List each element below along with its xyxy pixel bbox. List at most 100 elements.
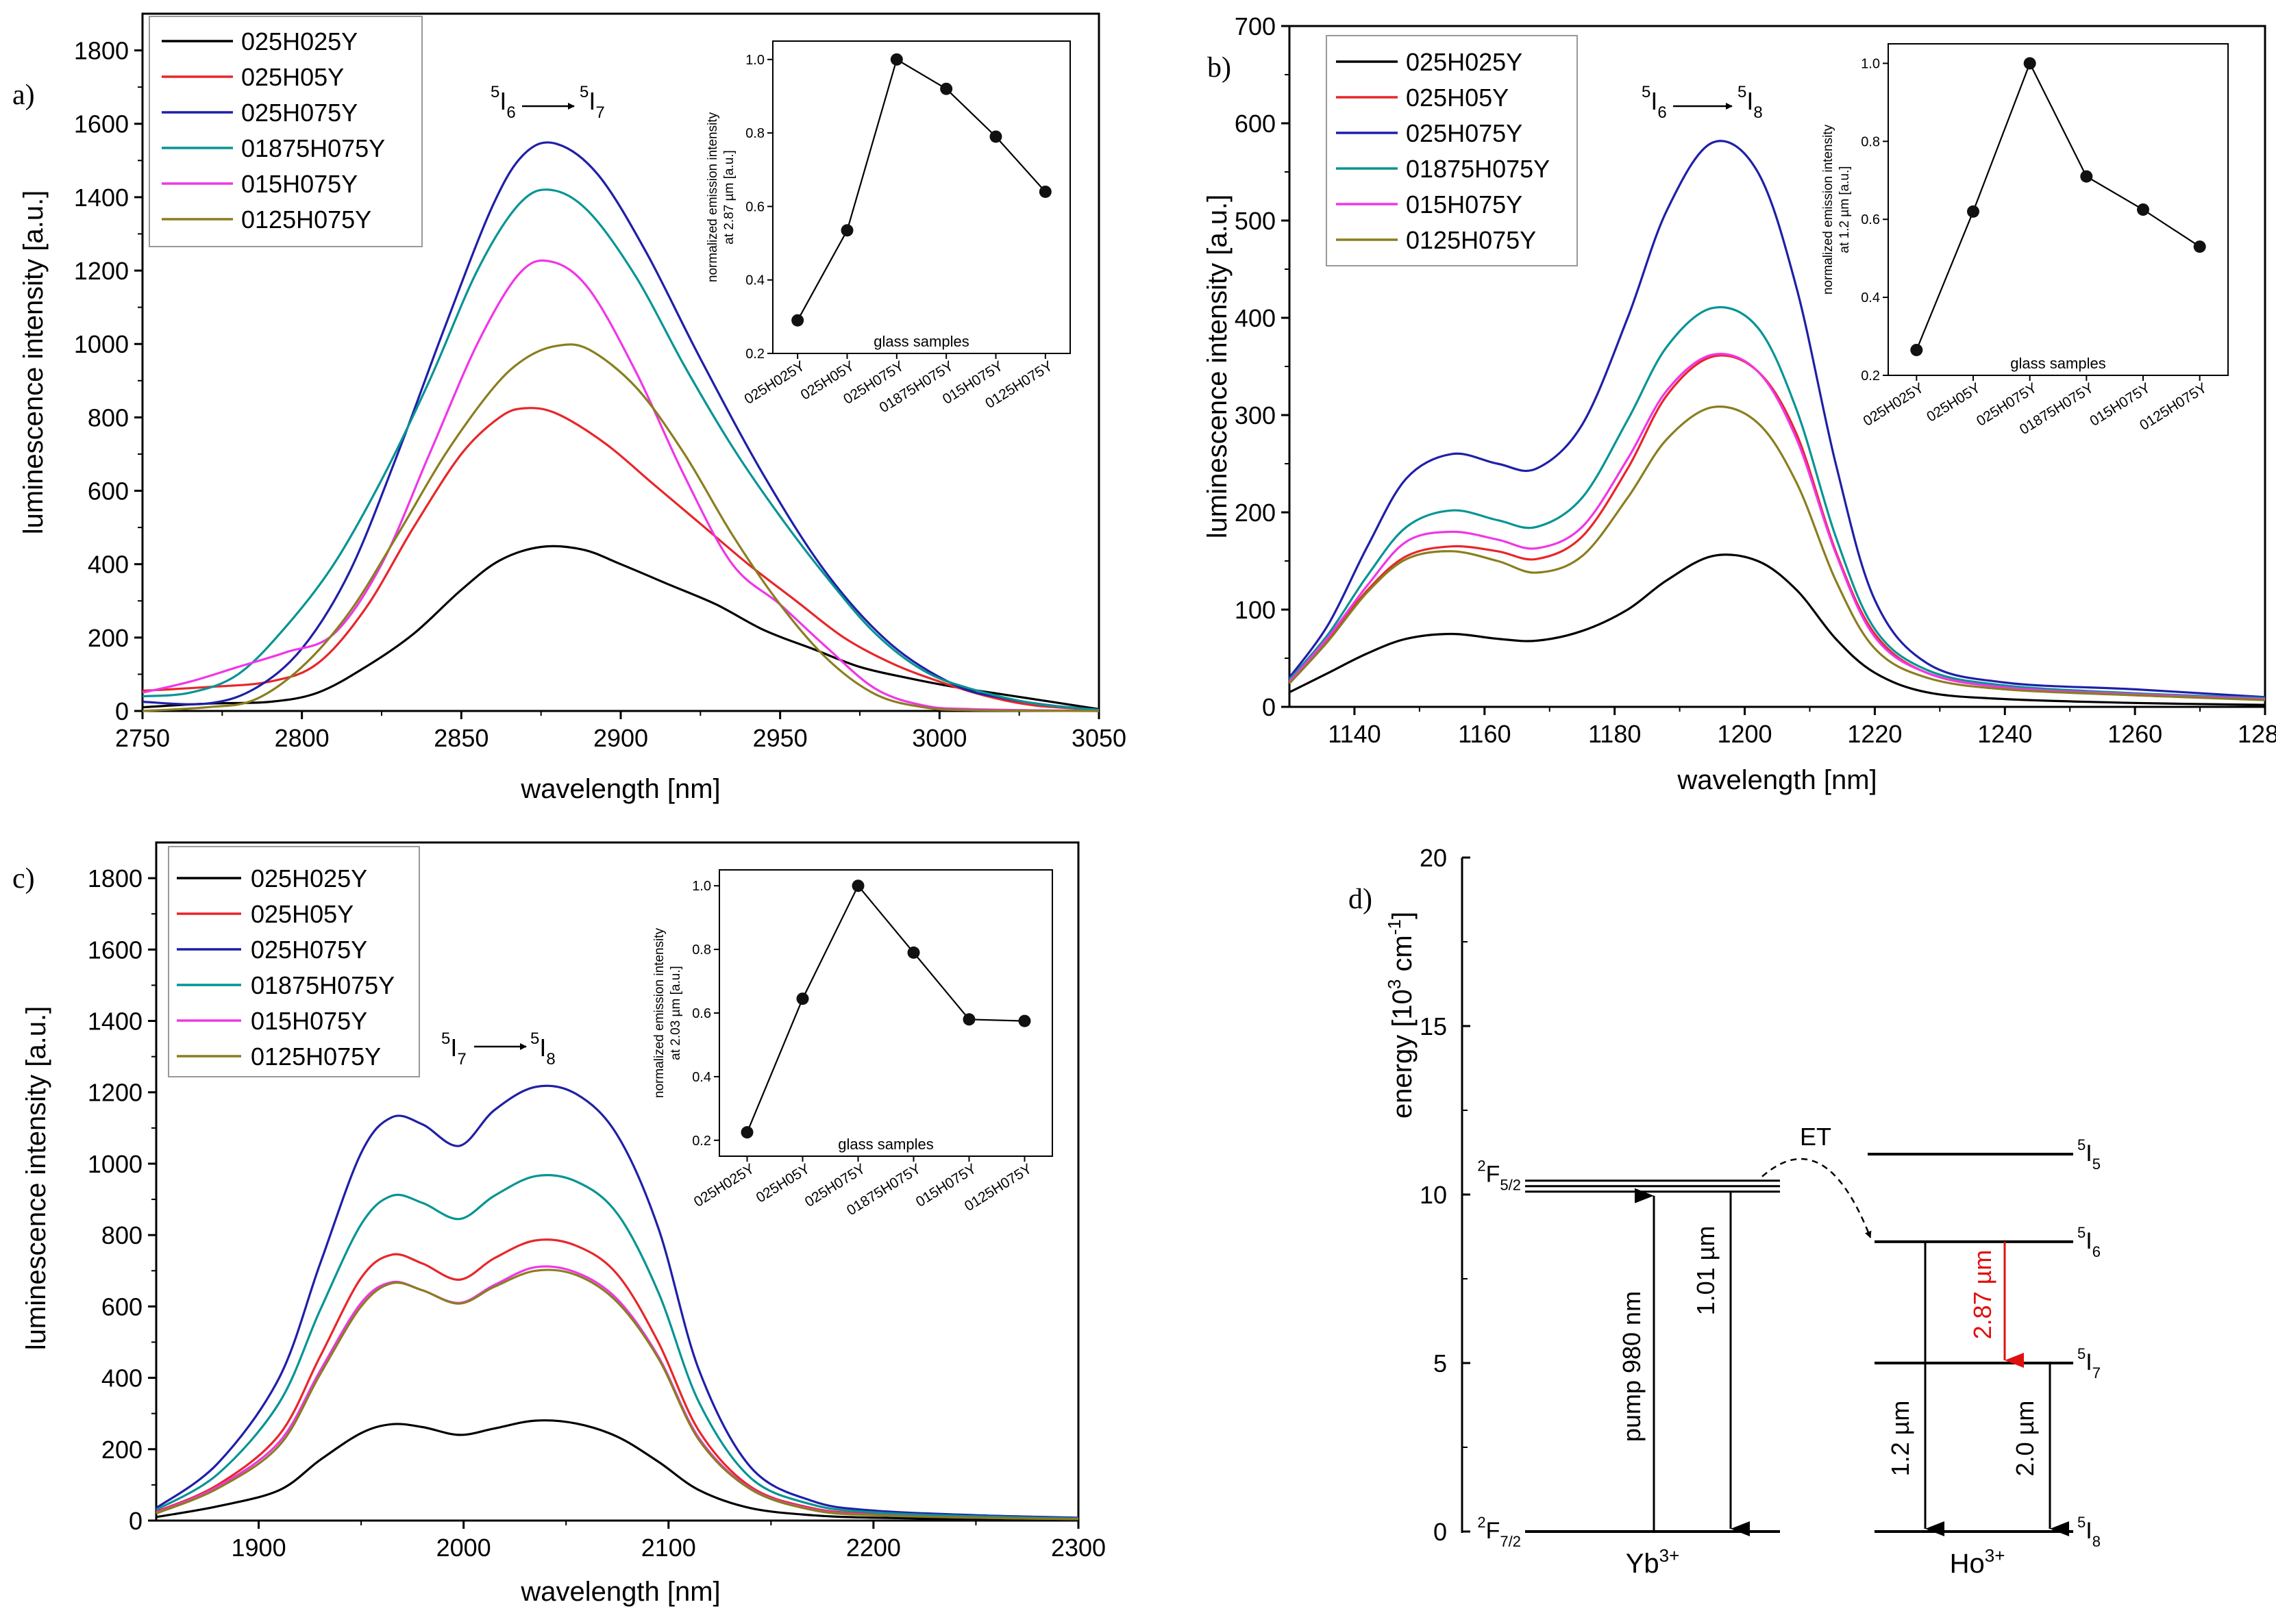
panel-c-label: c) (12, 863, 35, 895)
inset-y-tick-label: 0.2 (1861, 368, 1880, 384)
y-tick-label: 0 (1262, 693, 1276, 721)
x-tick-label: 2900 (593, 724, 648, 752)
panel-b-y-axis-title: luminescence intensity [a.u.] (1202, 195, 1233, 538)
x-tick-label: 2000 (436, 1534, 491, 1562)
series-line-01875H075Y (1288, 306, 2266, 699)
legend-label: 025H075Y (241, 99, 358, 127)
panel-b-legend (1326, 35, 1578, 266)
inset-point-025H025Y (741, 1126, 754, 1139)
yb-level-label-2F7/2: 2F7/2 (1477, 1514, 1521, 1550)
inset-point-015H075Y (989, 130, 1002, 143)
svg-text:5I7: 5I7 (580, 83, 605, 122)
panel-a-legend-entries: 025H025Y 025H05Y 025H075Y 01875H075Y 015H075… (162, 27, 385, 234)
x-tick-label: 2950 (753, 724, 808, 752)
y-tick-label: 400 (88, 551, 129, 579)
legend-label: 01875H075Y (1406, 155, 1550, 183)
panel-b-y-axis: 0 100 200 300 400 500 600 700 (1235, 12, 1289, 721)
energy-tick-label: 15 (1420, 1012, 1447, 1040)
legend-label: 025H05Y (251, 900, 354, 928)
panel-c-y-axis: 0 200 400 600 800 1000 1200 1400 1600 1800 (88, 864, 156, 1535)
y-tick-label: 400 (101, 1364, 143, 1392)
panel-a-y-axis-title: luminescence intensity [a.u.] (18, 190, 49, 534)
legend-label: 025H05Y (1406, 84, 1509, 112)
panel-d: d) 0 5 10 15 20 energy [103 cm-1] 2F7/2 2F5/2… (1348, 844, 2101, 1579)
legend-label: 0125H075Y (1406, 226, 1536, 254)
svg-text:5I6: 5I6 (1642, 83, 1667, 122)
panel-a: a) 0 200 400 600 800 1000 1200 1400 1600 1800 275… (12, 12, 1126, 804)
panel-c-y-axis-title: luminescence intensity [a.u.] (21, 1006, 51, 1350)
pump-label: pump 980 nm (1618, 1291, 1646, 1442)
ho-level-label-5I7: 5I7 (2077, 1345, 2101, 1382)
x-tick-label: 3050 (1072, 724, 1126, 752)
y-tick-label: 1800 (88, 864, 143, 892)
y-tick-label: 600 (1235, 110, 1276, 138)
panel-c-x-axis-title: wavelength [nm] (520, 1577, 720, 1607)
inset-x-axis-title: glass samples (2010, 355, 2105, 372)
et-label: ET (1800, 1123, 1831, 1151)
inset-line (797, 58, 1046, 321)
inset-category-label: 025H025Y (741, 358, 807, 408)
inset-y-axis-title-line2: at 2.87 µm [a.u.] (722, 150, 737, 245)
panel-c-series (156, 1084, 1079, 1521)
x-tick-label: 2850 (434, 724, 488, 752)
series-line-01875H075Y (142, 188, 1100, 711)
panel-a-x-axis-title: wavelength [nm] (520, 774, 720, 804)
y-tick-label: 1400 (88, 1008, 143, 1036)
ho-emission-2.0um-label: 2.0 µm (2011, 1401, 2039, 1477)
series-line-0125H075Y (156, 1269, 1079, 1521)
legend-label: 025H075Y (251, 936, 367, 964)
legend-label: 025H025Y (241, 27, 358, 55)
legend-label: 025H025Y (251, 864, 367, 892)
inset-y-tick-label: 0.6 (692, 1006, 711, 1021)
inset-y-tick-label: 0.2 (692, 1134, 711, 1149)
inset-point-0125H075Y (1039, 185, 1052, 198)
panel-b: b) 0 100 200 300 400 500 600 700 1140 1160 1180 12… (1202, 12, 2276, 795)
inset-y-tick-label: 0.8 (692, 942, 711, 958)
inset-point-025H075Y (852, 879, 865, 892)
legend-label: 015H075Y (1406, 190, 1522, 218)
panel-d-label: d) (1348, 884, 1372, 915)
inset-y-tick-label: 0.4 (745, 273, 765, 288)
panel-b-inset: 0.20.40.60.81.0025H025Y025H05Y025H075Y01… (1821, 43, 2229, 438)
y-tick-label: 1200 (88, 1079, 143, 1107)
inset-y-tick-label: 0.4 (692, 1070, 711, 1085)
panel-b-series (1288, 140, 2266, 706)
legend-label: 015H075Y (241, 170, 358, 198)
x-tick-label: 1220 (1847, 720, 1902, 748)
inset-x-axis-title: glass samples (874, 333, 969, 350)
ion-label-yb: Yb3+ (1626, 1545, 1680, 1579)
legend-label: 0125H075Y (251, 1042, 381, 1071)
svg-text:5I8: 5I8 (530, 1029, 556, 1069)
series-line-025H075Y (1288, 140, 2266, 699)
inset-point-025H025Y (1910, 343, 1923, 356)
yb-level-label-2F5/2: 2F5/2 (1477, 1158, 1521, 1194)
y-tick-label: 200 (88, 624, 129, 652)
series-line-025H05Y (156, 1238, 1079, 1520)
inset-y-tick-label: 0.8 (1861, 134, 1880, 149)
x-tick-label: 2200 (846, 1534, 901, 1562)
inset-y-tick-label: 1.0 (745, 53, 765, 68)
x-tick-label: 1900 (232, 1534, 286, 1562)
inset-point-0125H075Y (1018, 1014, 1031, 1027)
inset-y-tick-label: 1.0 (1861, 56, 1880, 71)
inset-y-axis-title-line2: at 2.03 µm [a.u.] (669, 966, 683, 1060)
ion-label-ho: Ho3+ (1950, 1545, 2005, 1579)
y-tick-label: 800 (101, 1221, 143, 1249)
panel-d-y-axis-title: energy [103 cm-1] (1384, 912, 1418, 1119)
yb-emission-label: 1.01 µm (1692, 1226, 1720, 1316)
inset-point-01875H075Y (907, 946, 920, 959)
inset-y-axis-title-line1: normalized emission intensity (706, 112, 720, 282)
series-line-0125H075Y (1288, 405, 2266, 701)
inset-point-025H075Y (2023, 57, 2036, 70)
inset-line (1916, 61, 2201, 351)
series-line-025H05Y (142, 407, 1100, 711)
ho-emission-2.87um-label: 2.87 µm (1968, 1250, 1996, 1340)
y-tick-label: 300 (1235, 401, 1276, 429)
series-line-025H075Y (142, 141, 1100, 711)
x-tick-label: 3000 (912, 724, 967, 752)
y-tick-label: 1400 (74, 184, 129, 212)
inset-point-015H075Y (963, 1013, 976, 1026)
et-transfer-arrow (1761, 1158, 1872, 1238)
ho-emission-1.2um-label: 1.2 µm (1886, 1401, 1914, 1477)
panel-a-x-axis: 2750 2800 2850 2900 2950 3000 3050 (115, 711, 1126, 752)
